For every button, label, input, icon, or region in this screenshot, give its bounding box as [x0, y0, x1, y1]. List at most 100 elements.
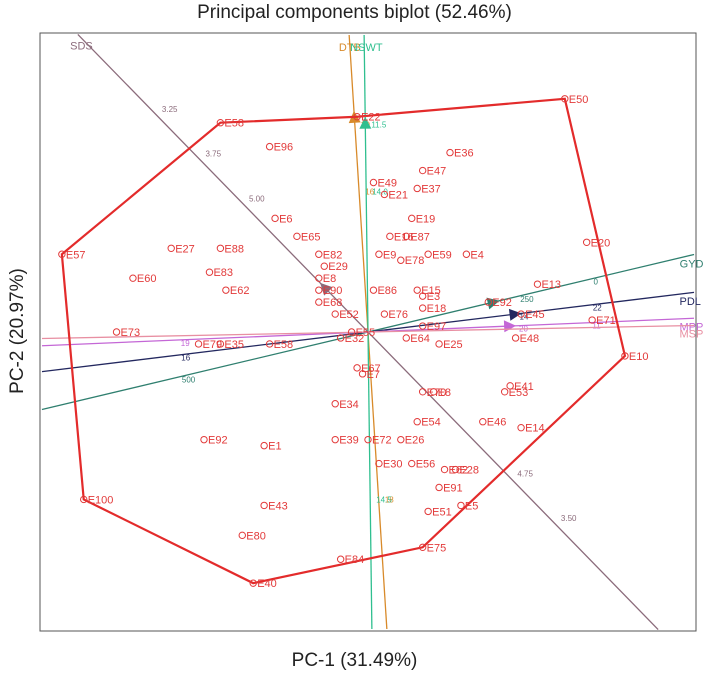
genotype-point	[408, 459, 416, 468]
genotype-point	[222, 286, 230, 294]
x-axis-label: PC-1 (31.49%)	[291, 650, 418, 671]
genotype-label: E65	[301, 231, 321, 243]
genotype-label: E92	[492, 297, 512, 309]
vector-tick-label: 14.5	[376, 496, 392, 505]
genotype-label: E32	[345, 333, 365, 345]
genotype-label: E76	[388, 309, 408, 321]
genotype-label: E88	[224, 243, 244, 255]
genotype-label: E57	[66, 249, 86, 261]
vector-tip-sds	[320, 282, 333, 296]
genotype-label: E18	[427, 303, 447, 315]
genotype-point	[265, 340, 274, 348]
vector-tick-label: 11	[592, 322, 601, 331]
genotype-point	[440, 465, 449, 474]
genotype-label: E80	[246, 530, 266, 542]
genotype-label: E9	[383, 249, 396, 261]
vector-tick-label: 3.25	[162, 105, 178, 114]
genotype-point	[320, 262, 328, 270]
genotype-point	[435, 340, 443, 348]
vector-tick-label: 500	[182, 375, 196, 384]
genotype-point	[194, 340, 203, 348]
genotype-point	[238, 531, 246, 540]
genotype-point	[506, 382, 514, 390]
genotype-label: E30	[383, 459, 403, 471]
genotype-label: E73	[121, 327, 141, 339]
vector-tip-nswt	[359, 116, 372, 129]
genotype-point	[375, 250, 383, 258]
genotype-label: E84	[345, 554, 365, 566]
vector-label-msp: MSP	[680, 329, 704, 341]
plot-frame	[39, 32, 697, 632]
vectors-layer: 161820DTB14.014.511.5NSWT5.004.753.753.5…	[41, 33, 704, 631]
genotype-point	[517, 423, 525, 432]
vector-tick-label: 5.00	[249, 194, 265, 203]
genotype-point	[336, 334, 345, 342]
genotype-point	[260, 501, 268, 510]
genotype-point	[462, 250, 471, 258]
genotype-label: E26	[405, 435, 425, 447]
genotype-point	[402, 334, 410, 342]
genotype-point	[331, 400, 339, 408]
vector-axis-msp	[41, 324, 695, 340]
genotype-point	[397, 256, 405, 264]
vector-tip-gyd	[486, 297, 500, 310]
genotype-point	[429, 388, 438, 396]
genotype-point	[315, 250, 323, 258]
genotype-label: E72	[372, 435, 392, 447]
genotype-point	[336, 555, 345, 563]
genotype-point	[418, 543, 427, 551]
genotype-point	[386, 232, 394, 241]
genotype-label: E40	[257, 578, 277, 590]
genotype-point	[353, 113, 361, 121]
genotype-label: E14	[525, 423, 545, 435]
genotype-point	[413, 286, 421, 294]
genotype-label: E75	[427, 542, 447, 554]
genotype-point	[582, 238, 591, 247]
genotype-label: E64	[410, 333, 430, 345]
genotype-label: E41	[514, 381, 534, 393]
genotype-label: E47	[427, 166, 447, 178]
genotype-label: E62	[230, 285, 250, 297]
vector-tick-label: 4.75	[517, 470, 533, 479]
vector-tick-label: 0	[594, 278, 599, 287]
genotype-label: E86	[377, 285, 397, 297]
genotype-label: E19	[416, 213, 436, 225]
genotype-label: E49	[377, 178, 397, 190]
genotype-label: E43	[268, 500, 288, 512]
genotype-point	[413, 184, 421, 193]
genotype-point	[511, 334, 520, 342]
vector-tick-label: 19	[181, 339, 190, 348]
genotype-point	[517, 310, 525, 318]
vector-label-sds: SDS	[70, 40, 93, 52]
genotype-point	[457, 501, 465, 510]
genotype-label: E6	[279, 213, 292, 225]
genotype-point	[435, 483, 443, 492]
genotype-point	[80, 495, 88, 504]
genotype-point	[315, 298, 323, 306]
genotype-point	[418, 166, 427, 175]
genotype-label: E20	[591, 237, 611, 249]
genotype-point	[216, 244, 225, 252]
genotype-label: E1	[268, 441, 281, 453]
vector-label-gyd: GYD	[680, 258, 704, 270]
genotype-point	[331, 310, 339, 318]
genotype-label: E55	[356, 327, 376, 339]
genotype-label: E15	[421, 285, 441, 297]
genotype-label: E78	[405, 255, 425, 267]
genotype-label: E97	[427, 321, 447, 333]
genotype-label: E52	[339, 309, 359, 321]
genotype-point	[315, 274, 323, 282]
genotype-point	[358, 370, 367, 378]
genotype-point	[621, 352, 629, 360]
genotype-point	[424, 250, 432, 258]
genotype-label: E67	[361, 363, 381, 375]
genotype-label: E13	[541, 279, 561, 291]
genotype-label: E3	[427, 291, 440, 303]
vector-label-dtb: DTB	[339, 42, 361, 54]
genotype-point	[216, 340, 225, 348]
genotype-label: E46	[487, 417, 507, 429]
genotype-point	[167, 244, 175, 252]
genotype-label: E56	[416, 459, 436, 471]
vector-tip-pdl	[508, 308, 522, 321]
